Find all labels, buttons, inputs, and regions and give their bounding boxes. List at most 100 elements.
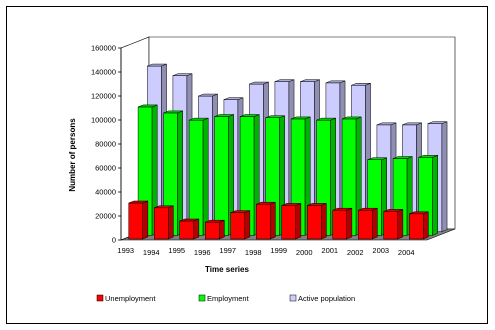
bar-top-face — [179, 218, 199, 222]
legend-label: Unemployment — [105, 294, 156, 303]
bar-top-face — [427, 121, 448, 124]
y-tick-label: 0 — [112, 236, 116, 245]
bar-top-face — [265, 115, 285, 118]
bar-top-face — [205, 219, 225, 223]
bar-front-face — [256, 203, 271, 240]
bar-top-face — [198, 93, 218, 97]
bar-side-face — [346, 207, 353, 240]
x-tick-label: 1997 — [219, 246, 236, 255]
bar-top-face — [154, 205, 174, 209]
y-tick-label: 40000 — [95, 188, 116, 197]
y-tick-label: 140000 — [91, 68, 116, 77]
x-tick-label: 2004 — [398, 248, 415, 257]
bar-top-face — [392, 156, 413, 159]
bar-side-face — [423, 211, 429, 240]
bar-side-face — [372, 207, 378, 240]
x-tick-label: 2001 — [321, 246, 338, 255]
bar-top-face — [383, 209, 403, 212]
bar-top-face — [147, 63, 167, 67]
bar-top-face — [358, 207, 378, 211]
bar-unemployment — [383, 209, 404, 240]
y-tick-label: 100000 — [91, 116, 116, 125]
bar-side-face — [270, 201, 276, 240]
bar-front-face — [188, 119, 204, 236]
bar-front-face — [332, 209, 347, 240]
bar-side-face — [168, 205, 174, 240]
bar-front-face — [154, 207, 169, 240]
bar-front-face — [128, 202, 143, 240]
bar-top-face — [223, 97, 244, 100]
x-tick-label: 1993 — [117, 246, 134, 255]
bar-side-face — [244, 210, 251, 240]
x-tick-label: 2003 — [372, 246, 389, 255]
bar-top-face — [316, 117, 336, 121]
bar-front-face — [307, 205, 322, 240]
bar-top-face — [188, 117, 209, 121]
x-axis-title: Time series — [205, 265, 249, 274]
bar-side-face — [397, 209, 404, 240]
x-tick-label: 2000 — [296, 248, 313, 257]
legend-label: Employment — [207, 294, 250, 303]
bar-top-face — [214, 114, 234, 117]
y-axis-ticks: 0 20000 40000 60000 80000 100000 120000 140000 1… — [91, 44, 122, 245]
bar-unemployment — [332, 207, 353, 240]
bar-top-face — [418, 155, 438, 158]
y-tick-label: 80000 — [95, 140, 116, 149]
x-tick-label: 1998 — [245, 248, 262, 257]
bar-unemployment — [409, 211, 429, 240]
bar-top-face — [300, 79, 320, 82]
bar-top-face — [281, 203, 301, 206]
bar-top-face — [128, 200, 148, 204]
bar-top-face — [256, 201, 276, 205]
y-axis-title: Number of persons — [68, 118, 77, 192]
bar-top-face — [172, 73, 193, 76]
bar-unemployment — [154, 205, 174, 240]
bar-top-face — [376, 122, 397, 126]
bar-top-face — [325, 80, 346, 84]
bar-unemployment — [358, 207, 378, 240]
legend-swatch — [198, 294, 206, 302]
bar-top-face — [351, 83, 371, 86]
x-tick-label: 1999 — [270, 246, 287, 255]
bar-top-face — [367, 157, 387, 160]
bar-top-face — [341, 116, 362, 120]
y-tick-label: 60000 — [95, 164, 116, 173]
bar-front-face — [205, 221, 220, 240]
bar-unemployment — [307, 203, 327, 240]
y-tick-label: 120000 — [91, 92, 116, 101]
bar-top-face — [332, 207, 352, 211]
bar-side-face — [295, 203, 302, 240]
y-tick-label: 160000 — [91, 44, 116, 53]
bar-side-face — [142, 200, 149, 240]
bar-unemployment — [128, 200, 149, 240]
bar-top-face — [249, 81, 269, 85]
bar-top-face — [307, 203, 327, 206]
bar-front-face — [281, 205, 296, 240]
bar-unemployment — [230, 210, 251, 240]
bar-front-face — [214, 116, 229, 236]
bar-unemployment — [256, 201, 276, 240]
bar-top-face — [163, 110, 183, 114]
x-tick-label: 1996 — [194, 248, 211, 257]
x-tick-label: 2002 — [347, 248, 364, 257]
bar-front-face — [230, 212, 245, 240]
x-tick-label: 1994 — [143, 248, 160, 257]
legend-swatch — [96, 294, 104, 302]
bar-front-face — [383, 211, 398, 240]
bar-side-face — [432, 154, 438, 236]
bar-top-face — [274, 79, 295, 82]
bar-front-face — [409, 213, 424, 240]
bar-unemployment — [205, 219, 225, 240]
bar-side-face — [177, 110, 183, 236]
x-axis-ticks: 1993 1994 1995 1996 1997 1998 1999 2000 2001 2002… — [117, 246, 414, 257]
bar-side-face — [441, 121, 448, 233]
bar-unemployment — [281, 203, 302, 240]
bar-top-face — [290, 116, 311, 120]
bar-top-face — [402, 122, 422, 126]
bar-side-face — [219, 219, 225, 240]
bar-side-face — [321, 203, 327, 240]
bar-front-face — [179, 220, 194, 240]
legend: Unemployment Employment Active population — [96, 294, 355, 303]
legend-label: Active population — [298, 294, 355, 303]
bar-employment — [188, 117, 209, 236]
